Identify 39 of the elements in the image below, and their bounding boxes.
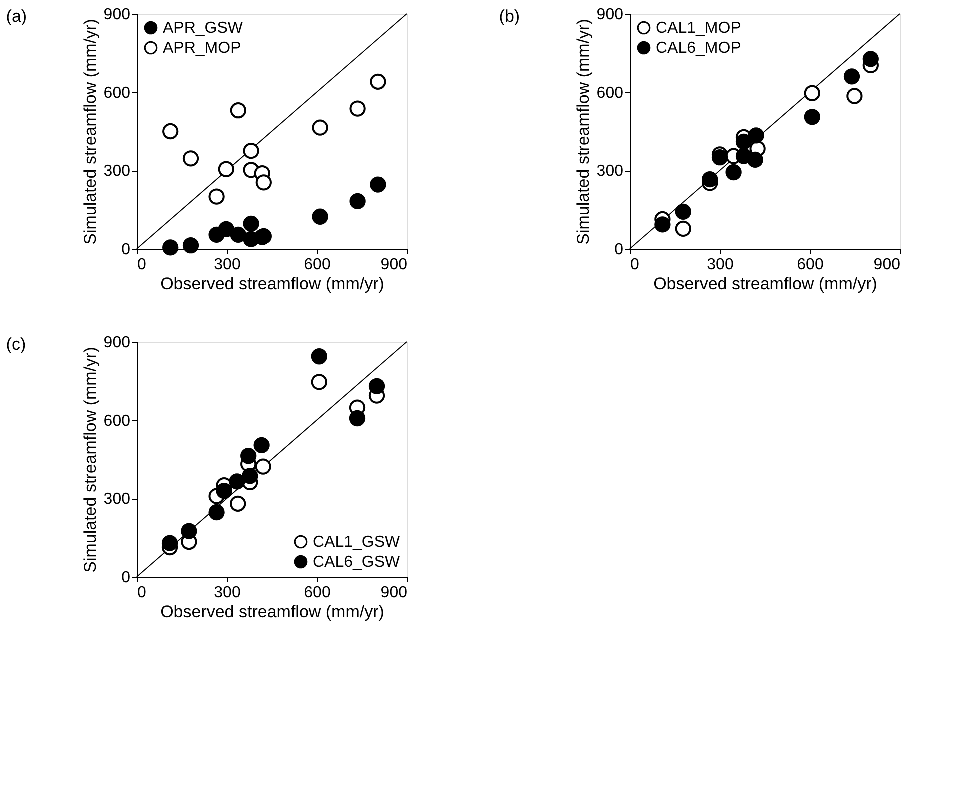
y-tick-label: 0: [122, 570, 131, 586]
x-tick-label: 300: [214, 584, 241, 602]
legend-label: APR_GSW: [163, 20, 244, 37]
x-axis-title: Observed streamflow (mm/yr): [160, 602, 384, 622]
x-tick-label: 0: [138, 584, 146, 602]
legend-label: CAL6_GSW: [313, 554, 402, 571]
y-tick-label: 600: [104, 412, 131, 430]
x-tick-label: 900: [380, 256, 408, 274]
x-tick-label: 600: [797, 256, 824, 274]
y-tick-label: 0: [122, 242, 131, 258]
y-axis-title: Simulated streamflow (mm/yr): [80, 347, 100, 573]
legend-label: CAL6_MOP: [656, 40, 742, 57]
legend-label: CAL1_GSW: [313, 534, 402, 551]
y-tick-label: 300: [596, 163, 624, 180]
y-tick-label: 600: [104, 84, 131, 102]
x-axis-title: Observed streamflow (mm/yr): [160, 274, 384, 294]
chart-title: (b): [499, 7, 520, 26]
x-tick-label: 0: [630, 256, 640, 274]
legend-label: CAL1_MOP: [656, 20, 742, 37]
x-tick-label: 600: [304, 584, 331, 602]
y-tick-label: 300: [104, 163, 131, 180]
y-axis-title: Simulated streamflow (mm/yr): [80, 19, 100, 245]
x-tick-label: 0: [138, 256, 146, 274]
x-tick-label: 600: [304, 256, 331, 274]
legend-label: APR_MOP: [163, 40, 242, 57]
x-tick-label: 900: [874, 256, 901, 274]
y-tick-label: 900: [104, 6, 131, 24]
y-tick-label: 600: [596, 84, 624, 102]
y-tick-label: 300: [104, 491, 131, 508]
y-tick-label: 900: [104, 334, 131, 352]
chart-title: (a): [6, 7, 28, 26]
x-axis-title: Observed streamflow (mm/yr): [654, 274, 878, 294]
x-tick-label: 900: [380, 584, 408, 602]
y-tick-label: 0: [614, 242, 624, 258]
x-tick-label: 300: [214, 256, 241, 274]
y-axis-title: Simulated streamflow (mm/yr): [574, 19, 593, 245]
x-tick-label: 300: [707, 256, 734, 274]
y-tick-label: 900: [596, 6, 624, 24]
chart-title: (c): [6, 335, 26, 354]
